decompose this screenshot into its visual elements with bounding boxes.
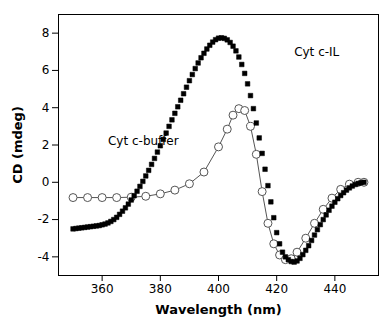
svg-text:2: 2 bbox=[42, 138, 50, 152]
svg-text:380: 380 bbox=[149, 282, 172, 296]
svg-text:6: 6 bbox=[42, 63, 50, 77]
svg-text:440: 440 bbox=[323, 282, 346, 296]
svg-text:4: 4 bbox=[42, 101, 50, 115]
svg-text:-2: -2 bbox=[38, 212, 50, 226]
svg-text:0: 0 bbox=[42, 175, 50, 189]
svg-text:CD (mdeg): CD (mdeg) bbox=[10, 106, 25, 184]
svg-text:Cyt c-buffer: Cyt c-buffer bbox=[108, 134, 179, 148]
svg-text:Cyt c-IL: Cyt c-IL bbox=[294, 45, 339, 59]
svg-text:400: 400 bbox=[207, 282, 230, 296]
svg-text:-4: -4 bbox=[38, 250, 50, 264]
svg-text:420: 420 bbox=[265, 282, 288, 296]
svg-text:360: 360 bbox=[91, 282, 114, 296]
svg-text:8: 8 bbox=[42, 26, 50, 40]
svg-text:Wavelength (nm): Wavelength (nm) bbox=[155, 302, 281, 317]
